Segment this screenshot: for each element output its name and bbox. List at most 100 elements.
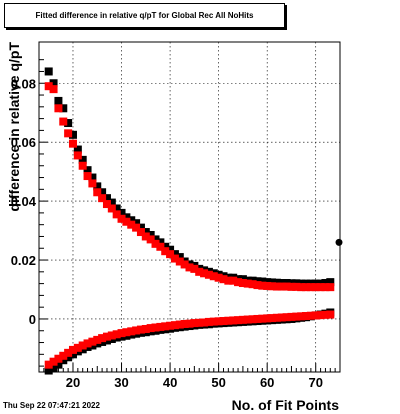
data-point bbox=[112, 210, 121, 219]
data-point bbox=[64, 119, 73, 128]
data-point bbox=[272, 313, 281, 322]
data-point bbox=[277, 282, 286, 291]
data-point bbox=[102, 194, 111, 203]
data-point bbox=[49, 79, 58, 88]
data-point bbox=[93, 188, 102, 197]
data-point bbox=[141, 232, 150, 241]
data-point bbox=[49, 357, 58, 366]
y-tick-label: 0.08 bbox=[11, 76, 36, 91]
x-tick-label: 50 bbox=[211, 375, 225, 390]
data-point bbox=[161, 322, 170, 331]
data-point bbox=[326, 310, 335, 319]
data-point bbox=[156, 242, 165, 251]
data-point bbox=[156, 322, 165, 331]
data-point bbox=[68, 130, 77, 139]
data-point bbox=[321, 310, 330, 319]
data-point bbox=[127, 327, 136, 336]
data-point bbox=[297, 283, 306, 292]
data-point bbox=[146, 230, 155, 239]
grid-lines bbox=[39, 42, 340, 372]
data-point bbox=[316, 311, 325, 320]
data-point bbox=[141, 228, 150, 237]
data-point bbox=[151, 235, 160, 244]
data-point bbox=[88, 173, 97, 182]
data-point bbox=[253, 314, 262, 323]
data-point bbox=[73, 151, 82, 160]
data-point bbox=[132, 219, 141, 228]
data-point bbox=[132, 326, 141, 335]
data-point bbox=[175, 320, 184, 329]
data-point bbox=[175, 253, 184, 262]
data-point bbox=[185, 319, 194, 328]
data-point bbox=[306, 283, 315, 292]
data-point bbox=[136, 325, 145, 334]
data-point bbox=[170, 250, 179, 259]
data-point bbox=[136, 228, 145, 237]
data-point bbox=[243, 279, 252, 288]
data-point bbox=[258, 281, 267, 290]
data-point bbox=[302, 312, 311, 321]
data-point bbox=[219, 317, 228, 326]
data-point bbox=[107, 331, 116, 340]
data-point bbox=[185, 263, 194, 272]
y-axis-label: difference in relative q/pT bbox=[6, 42, 22, 212]
data-point bbox=[258, 277, 267, 286]
data-point bbox=[107, 198, 116, 207]
data-point bbox=[306, 311, 315, 320]
data-point bbox=[59, 104, 68, 113]
data-point bbox=[209, 317, 218, 326]
data-point bbox=[321, 283, 330, 292]
data-point bbox=[277, 313, 286, 322]
x-axis-label: No. of Fit Points bbox=[232, 397, 340, 413]
data-point bbox=[253, 281, 262, 290]
data-point bbox=[136, 223, 145, 232]
data-point bbox=[102, 332, 111, 341]
data-point bbox=[78, 155, 87, 164]
data-point bbox=[73, 145, 82, 154]
data-point bbox=[161, 247, 170, 256]
data-point bbox=[195, 318, 204, 327]
data-point bbox=[107, 204, 116, 213]
x-tick-label: 70 bbox=[308, 375, 322, 390]
data-point bbox=[219, 275, 228, 284]
data-point bbox=[238, 279, 247, 288]
data-point bbox=[64, 129, 73, 138]
data-point bbox=[272, 282, 281, 291]
data-point bbox=[151, 239, 160, 248]
data-point bbox=[166, 321, 175, 330]
data-point bbox=[117, 208, 126, 217]
data-point bbox=[88, 337, 97, 346]
data-point bbox=[64, 348, 73, 357]
data-markers bbox=[44, 67, 343, 375]
data-point bbox=[297, 312, 306, 321]
data-point bbox=[268, 282, 277, 291]
data-point bbox=[59, 351, 68, 360]
data-point bbox=[98, 194, 107, 203]
data-point bbox=[258, 314, 267, 323]
data-point bbox=[122, 213, 131, 222]
data-point bbox=[44, 360, 53, 369]
data-point bbox=[326, 283, 335, 292]
data-point bbox=[78, 341, 87, 350]
data-point bbox=[200, 318, 209, 327]
x-tick-label: 40 bbox=[163, 375, 177, 390]
data-point bbox=[54, 354, 63, 363]
data-point bbox=[68, 345, 77, 354]
timestamp: Thu Sep 22 07:47:21 2022 bbox=[3, 401, 100, 410]
data-point bbox=[127, 220, 136, 229]
data-point bbox=[156, 238, 165, 247]
data-point bbox=[170, 321, 179, 330]
data-point bbox=[54, 360, 63, 369]
x-axis-ticks: 20 30 40 50 60 70 bbox=[43, 363, 341, 390]
data-point bbox=[93, 182, 102, 191]
data-point bbox=[292, 312, 301, 321]
data-point bbox=[78, 161, 87, 170]
data-point bbox=[112, 204, 121, 213]
data-point bbox=[311, 311, 320, 320]
data-point bbox=[180, 319, 189, 328]
data-point bbox=[44, 366, 53, 375]
data-point bbox=[292, 282, 301, 291]
data-point bbox=[49, 363, 58, 372]
data-point bbox=[132, 223, 141, 232]
